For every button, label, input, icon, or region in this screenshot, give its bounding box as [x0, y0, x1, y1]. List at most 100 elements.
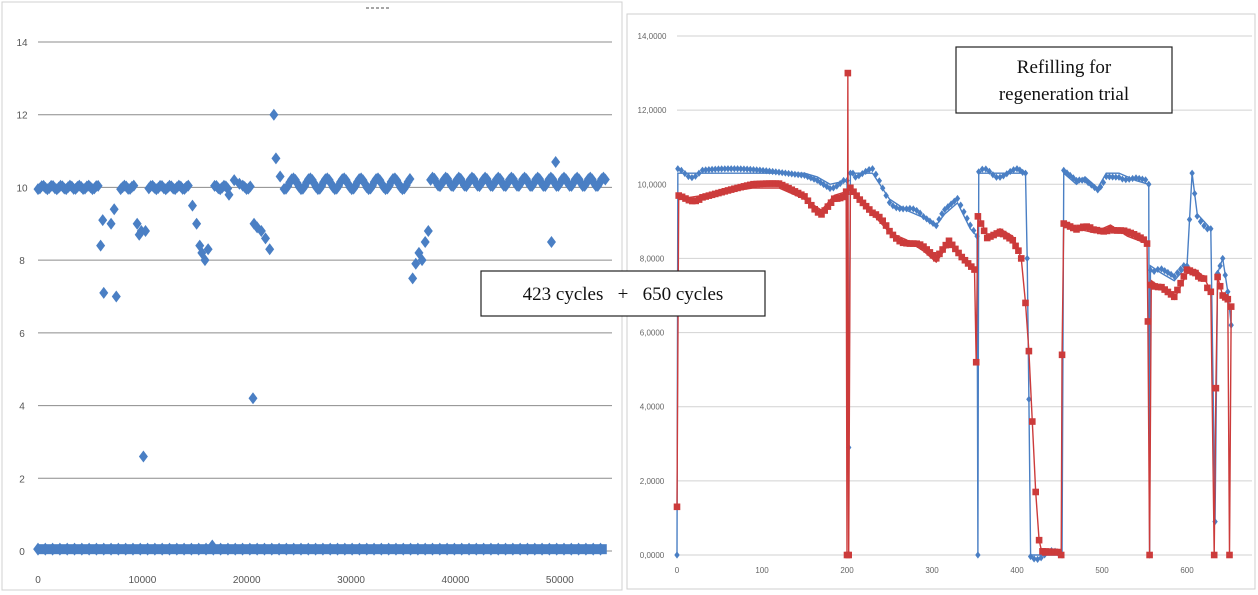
left-y-tick-label: 8: [19, 256, 25, 267]
right-blue-marker: [1004, 170, 1010, 178]
left-data-point: [96, 239, 106, 252]
left-data-point: [303, 542, 314, 556]
right-red-marker: [695, 196, 703, 203]
right-y-tick-label: 10,0000: [638, 180, 667, 189]
right-red-marker: [808, 201, 815, 209]
right-red-marker: [1012, 242, 1019, 250]
left-data-point: [248, 392, 258, 405]
refill-callout-line1: Refilling for: [1017, 57, 1112, 78]
right-blue-marker: [954, 194, 961, 203]
right-y-tick-label: 14,0000: [638, 32, 667, 41]
left-y-tick-label: 6: [19, 329, 25, 340]
right-red-marker: [913, 240, 920, 248]
right-blue-marker: [734, 165, 741, 173]
right-red-marker: [811, 205, 818, 213]
right-blue-marker: [1133, 174, 1139, 182]
right-red-marker: [1110, 227, 1118, 234]
left-data-point: [215, 542, 226, 556]
right-red-marker: [1086, 224, 1094, 231]
left-data-point: [113, 542, 124, 556]
right-red-marker: [876, 213, 883, 221]
right-blue-marker: [773, 168, 779, 176]
left-data-point: [500, 542, 511, 556]
right-blue-marker: [1113, 173, 1119, 181]
right-blue-marker: [990, 171, 996, 179]
left-data-point: [69, 542, 80, 556]
right-blue-marker: [725, 165, 731, 173]
left-data-point: [234, 177, 244, 190]
right-blue-marker: [795, 171, 801, 179]
right-red-marker: [1146, 551, 1153, 559]
left-data-point: [581, 542, 591, 556]
left-data-point: [318, 542, 328, 556]
left-data-point: [281, 542, 292, 556]
right-blue-marker: [769, 167, 776, 176]
right-blue-marker: [1024, 254, 1030, 263]
left-data-point: [261, 232, 271, 245]
left-y-tick-label: 10: [16, 183, 28, 194]
right-y-tick-label: 2,0000: [640, 477, 665, 486]
left-data-point: [193, 542, 204, 556]
right-red-marker: [1214, 273, 1221, 281]
left-data-point: [200, 254, 210, 267]
right-x-tick-label: 300: [925, 566, 939, 575]
left-x-tick-label: 40000: [442, 575, 470, 586]
right-blue-marker: [675, 165, 681, 173]
right-red-marker: [1035, 536, 1043, 544]
right-red-marker: [1015, 247, 1022, 254]
right-blue-marker: [757, 166, 763, 174]
refill-callout-box: [955, 46, 1173, 114]
right-red-marker: [804, 197, 812, 205]
right-red-marker: [1090, 226, 1097, 233]
left-data-point: [55, 542, 65, 556]
left-data-point: [600, 173, 610, 186]
right-red-marker: [1093, 226, 1101, 234]
right-blue-marker: [869, 165, 876, 173]
left-data-point: [398, 542, 409, 556]
right-blue-marker: [1136, 174, 1142, 183]
left-data-point: [354, 542, 365, 556]
left-data-point: [244, 542, 255, 556]
right-blue-marker: [718, 165, 725, 173]
left-data-point: [588, 542, 599, 556]
right-blue-marker: [699, 166, 706, 174]
left-data-point: [420, 235, 430, 248]
right-blue-marker: [964, 214, 970, 222]
left-data-point: [383, 542, 394, 556]
right-blue-marker: [834, 182, 840, 190]
right-red-marker: [955, 249, 962, 257]
right-red-marker: [824, 203, 832, 210]
right-blue-marker: [678, 166, 685, 174]
right-red-marker: [1025, 347, 1033, 355]
right-blue-marker: [1007, 167, 1013, 176]
cycles-callout-box: [480, 270, 766, 317]
right-red-marker: [872, 211, 880, 218]
right-blue-marker: [1204, 225, 1211, 233]
refill-callout-line2: regeneration trial: [999, 84, 1129, 105]
right-blue-marker: [692, 172, 699, 180]
right-y-tick-label: 8,0000: [640, 254, 665, 263]
right-red-marker: [814, 209, 822, 216]
left-data-point: [434, 542, 445, 556]
right-red-marker: [1076, 224, 1084, 232]
left-data-point: [192, 217, 202, 230]
right-y-tick-label: 4,0000: [640, 403, 665, 412]
right-red-marker: [1114, 227, 1121, 234]
right-blue-marker: [1225, 288, 1231, 296]
left-data-point: [142, 542, 153, 556]
right-blue-marker: [936, 215, 942, 223]
right-red-marker: [869, 209, 876, 217]
right-blue-marker: [689, 174, 695, 182]
right-blue-marker: [1142, 176, 1149, 184]
left-data-point: [138, 450, 148, 463]
right-red-marker: [932, 254, 940, 262]
right-red-marker: [903, 239, 910, 247]
right-blue-marker: [741, 165, 747, 173]
left-y-tick-label: 14: [16, 38, 28, 49]
right-red-marker: [971, 266, 978, 273]
right-red-marker: [972, 358, 980, 366]
right-blue-marker: [863, 167, 869, 175]
right-blue-marker: [792, 170, 798, 178]
left-data-point: [47, 542, 58, 556]
right-red-marker: [936, 250, 943, 258]
